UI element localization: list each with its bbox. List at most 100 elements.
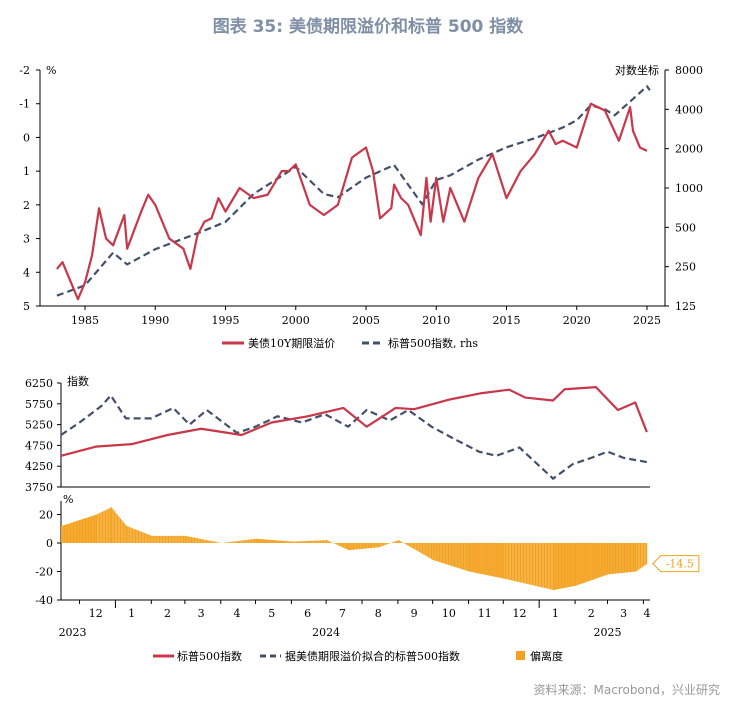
deviation-bar	[297, 541, 299, 543]
deviation-bar	[462, 543, 465, 570]
x-month-label: 4	[644, 607, 651, 620]
deviation-bar	[611, 543, 614, 574]
annotation-label: -14.5	[666, 558, 694, 571]
deviation-bar	[284, 540, 286, 543]
deviation-bar	[626, 543, 629, 573]
deviation-bar	[184, 535, 187, 543]
deviation-bar	[579, 543, 581, 585]
deviation-bar	[121, 520, 123, 543]
deviation-bar	[176, 535, 179, 543]
deviation-bar	[269, 539, 271, 543]
deviation-bar	[257, 538, 259, 543]
deviation-bar	[543, 543, 546, 588]
deviation-bar	[596, 543, 598, 579]
deviation-bar	[614, 543, 617, 574]
deviation-bar	[587, 543, 589, 582]
deviation-bar	[396, 540, 398, 543]
deviation-bar	[354, 543, 356, 550]
legend-label-fitted: 据美债期限溢价拟合的标普500指数	[285, 649, 460, 663]
deviation-bar	[403, 543, 406, 544]
deviation-bar	[479, 543, 481, 574]
deviation-bar	[638, 543, 640, 570]
legend-swatch-deviation	[516, 651, 525, 660]
deviation-bar	[553, 543, 555, 591]
deviation-bar	[470, 543, 472, 572]
deviation-bar	[430, 543, 433, 560]
deviation-bar	[125, 525, 128, 543]
deviation-bar	[103, 510, 105, 543]
deviation-bar	[264, 539, 266, 543]
deviation-bar	[214, 541, 217, 543]
deviation-bar	[464, 543, 466, 571]
x-month-label: 8	[375, 607, 382, 620]
deviation-bar	[263, 539, 265, 543]
deviation-bar	[127, 526, 129, 543]
deviation-bar	[113, 511, 116, 543]
deviation-bar	[540, 543, 543, 588]
deviation-bar	[372, 543, 374, 548]
deviation-bar	[83, 518, 85, 543]
deviation-bar	[571, 543, 573, 587]
deviation-bar	[575, 543, 577, 586]
y-right-tick-label: 2000	[675, 143, 703, 156]
deviation-bar	[130, 527, 132, 543]
deviation-bar	[582, 543, 584, 584]
deviation-bar	[473, 543, 475, 573]
deviation-bar	[122, 522, 125, 543]
deviation-bar	[607, 543, 609, 575]
deviation-bar	[578, 543, 580, 585]
deviation-bar	[576, 543, 578, 586]
x-month-label: 11	[478, 607, 492, 620]
deviation-bar	[546, 543, 549, 589]
deviation-bar	[315, 540, 317, 543]
deviation-bar	[530, 543, 532, 585]
deviation-bar	[399, 541, 401, 543]
source-note: 资料来源：Macrobond，兴业研究	[534, 682, 721, 697]
deviation-bar	[192, 537, 194, 543]
deviation-bar	[173, 535, 176, 543]
deviation-bar	[476, 543, 478, 574]
deviation-bar	[382, 543, 385, 546]
y-right-tick-label: 8000	[675, 64, 703, 77]
x-month-label: 1	[128, 607, 135, 620]
x-month-label: 3	[620, 607, 627, 620]
deviation-bar	[536, 543, 538, 587]
deviation-bar	[178, 535, 180, 543]
deviation-bar	[207, 540, 209, 543]
deviation-bar	[636, 543, 639, 571]
deviation-bar	[495, 543, 497, 578]
deviation-bar	[381, 543, 383, 547]
deviation-bar	[370, 543, 373, 548]
x-tick-label: 2000	[282, 314, 310, 327]
deviation-bar	[321, 540, 323, 543]
deviation-bar	[617, 543, 620, 574]
deviation-bar	[506, 543, 508, 580]
deviation-bar	[149, 535, 152, 543]
deviation-bar	[205, 540, 208, 543]
x-tick-label: 2015	[493, 314, 521, 327]
deviation-bar	[405, 543, 407, 545]
deviation-bar	[143, 532, 146, 543]
deviation-bar	[631, 543, 633, 572]
deviation-bar	[542, 543, 544, 588]
deviation-bar	[512, 543, 514, 581]
deviation-bar	[620, 543, 623, 573]
deviation-bar	[106, 509, 108, 543]
deviation-bar	[250, 539, 253, 543]
deviation-bar	[519, 543, 522, 583]
deviation-bar	[360, 543, 362, 549]
deviation-bar	[426, 543, 428, 557]
deviation-bar	[387, 543, 389, 545]
deviation-bar	[281, 540, 283, 543]
x-month-label: 12	[89, 607, 103, 620]
deviation-bar	[276, 540, 278, 543]
deviation-bar	[554, 543, 556, 590]
deviation-bar	[324, 540, 326, 543]
deviation-bar	[243, 540, 245, 543]
deviation-bar	[160, 535, 162, 543]
y-tick-label: 4250	[25, 460, 53, 473]
deviation-bar	[560, 543, 562, 589]
y-right-tick-label: 4000	[675, 103, 703, 116]
deviation-bar	[440, 543, 442, 563]
